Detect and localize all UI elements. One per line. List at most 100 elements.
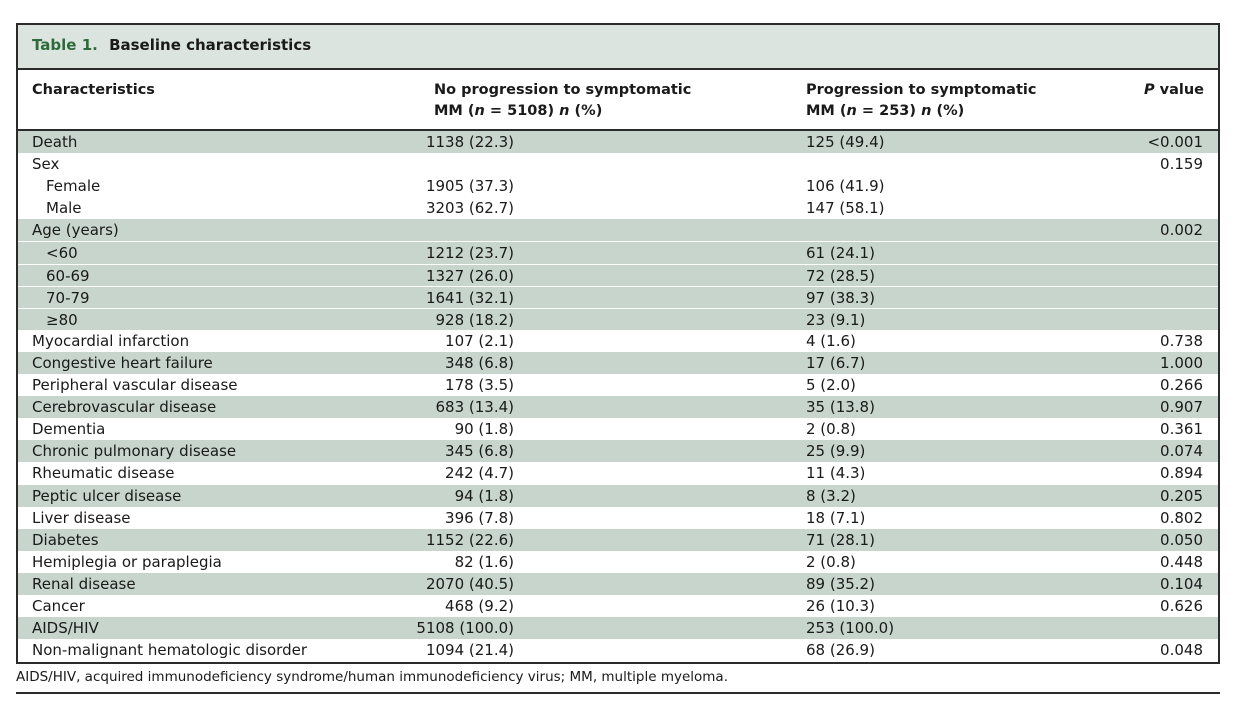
header-progression-line2: MM (n = 253) n (%)	[806, 103, 965, 119]
row-progression-value: 97 (38.3)	[806, 288, 875, 307]
row-p-value: 0.048	[1160, 641, 1203, 660]
header-progression-line1: Progression to symptomatic	[806, 82, 1037, 98]
row-progression-value: 11 (4.3)	[806, 464, 866, 483]
row-label: <60	[46, 244, 78, 263]
header-no-progression: No progression to symptomatic MM (n = 51…	[434, 80, 764, 122]
table-header-row: Characteristics No progression to sympto…	[18, 70, 1218, 131]
row-progression-value: 147 (58.1)	[806, 199, 885, 218]
table-row: 70-79 1641 (32.1) 97 (38.3)	[18, 285, 1218, 308]
row-label: AIDS/HIV	[32, 619, 99, 638]
row-label: Myocardial infarction	[32, 331, 190, 350]
row-p-value: 1.000	[1160, 353, 1203, 372]
table-footnote: AIDS/HIV, acquired immunodeficiency synd…	[16, 669, 728, 685]
header-no-progression-line2: MM (n = 5108) n (%)	[434, 103, 603, 119]
row-no-progression-value: 2070 (40.5)	[425, 574, 514, 593]
row-label: Death	[32, 133, 78, 151]
row-label: Liver disease	[32, 508, 131, 527]
row-progression-value: 35 (13.8)	[806, 398, 875, 417]
row-p-value: 0.738	[1160, 331, 1203, 350]
row-p-value: 0.050	[1160, 530, 1203, 549]
row-progression-value: 17 (6.7)	[806, 353, 866, 372]
row-label: Cancer	[32, 596, 85, 615]
table-row: Death 1138 (22.3) 125 (49.4) <0.001	[18, 131, 1218, 154]
table-row: Dementia 90 (1.8) 2 (0.8) 0.361	[18, 418, 1218, 440]
row-label: Peptic ulcer disease	[32, 486, 182, 505]
row-no-progression-value: 107 (2.1)	[445, 331, 514, 350]
row-progression-value: 25 (9.9)	[806, 442, 866, 461]
row-no-progression-value: 90 (1.8)	[454, 420, 514, 439]
table-row: Female 1905 (37.3) 106 (41.9)	[18, 175, 1218, 197]
table-row: Renal disease 2070 (40.5) 89 (35.2) 0.104	[18, 572, 1218, 595]
row-progression-value: 2 (0.8)	[806, 420, 856, 439]
row-progression-value: 26 (10.3)	[806, 596, 875, 615]
table-row: Congestive heart failure 348 (6.8) 17 (6.7…	[18, 351, 1218, 375]
row-p-value: 0.205	[1160, 486, 1203, 505]
header-characteristics: Characteristics	[32, 82, 155, 98]
row-no-progression-value: 1327 (26.0)	[425, 266, 514, 285]
table-row: Sex 0.159	[18, 153, 1218, 175]
row-label: Hemiplegia or paraplegia	[32, 552, 222, 571]
row-progression-value: 2 (0.8)	[806, 552, 856, 571]
row-p-value: 0.159	[1160, 155, 1203, 174]
table-caption-label: Table 1.	[32, 36, 98, 54]
row-p-value: <0.001	[1147, 133, 1203, 151]
table-row: Age (years) 0.002	[18, 219, 1218, 242]
row-progression-value: 18 (7.1)	[806, 508, 866, 527]
row-no-progression-value: 396 (7.8)	[445, 508, 514, 527]
row-no-progression-value: 348 (6.8)	[445, 353, 514, 372]
row-progression-value: 5 (2.0)	[806, 376, 856, 395]
row-no-progression-value: 1641 (32.1)	[425, 288, 514, 307]
row-p-value: 0.074	[1160, 442, 1203, 461]
table-body: Death 1138 (22.3) 125 (49.4) <0.001 Sex 0.159…	[18, 131, 1218, 661]
row-progression-value: 4 (1.6)	[806, 331, 856, 350]
row-no-progression-value: 178 (3.5)	[445, 376, 514, 395]
row-progression-value: 89 (35.2)	[806, 574, 875, 593]
header-no-progression-line1: No progression to symptomatic	[434, 82, 692, 98]
table-row: Chronic pulmonary disease 345 (6.8) 25 (9.…	[18, 440, 1218, 463]
table-row: Male 3203 (62.7) 147 (58.1)	[18, 197, 1218, 219]
row-progression-value: 125 (49.4)	[806, 133, 885, 151]
row-no-progression-value: 94 (1.8)	[454, 486, 514, 505]
row-p-value: 0.448	[1160, 552, 1203, 571]
table-row: <60 1212 (23.7) 61 (24.1)	[18, 241, 1218, 264]
table-row: AIDS/HIV 5108 (100.0) 253 (100.0)	[18, 617, 1218, 640]
row-no-progression-value: 3203 (62.7)	[425, 199, 514, 218]
row-label: 60-69	[46, 266, 90, 285]
row-progression-value: 8 (3.2)	[806, 486, 856, 505]
row-p-value: 0.802	[1160, 508, 1203, 527]
row-p-value: 0.002	[1160, 221, 1203, 240]
table-row: Diabetes 1152 (22.6) 71 (28.1) 0.050	[18, 528, 1218, 551]
table-row: Myocardial infarction 107 (2.1) 4 (1.6) 0.7…	[18, 330, 1218, 352]
row-p-value: 0.907	[1160, 398, 1203, 417]
table-row: Peripheral vascular disease 178 (3.5) 5 (2…	[18, 374, 1218, 396]
row-p-value: 0.894	[1160, 464, 1203, 483]
row-p-value: 0.626	[1160, 596, 1203, 615]
row-no-progression-value: 1152 (22.6)	[425, 530, 514, 549]
table-row: Liver disease 396 (7.8) 18 (7.1) 0.802	[18, 507, 1218, 529]
row-progression-value: 23 (9.1)	[806, 310, 866, 329]
header-p-value: P value	[1143, 82, 1204, 98]
table-caption-title: Baseline characteristics	[109, 36, 312, 54]
row-no-progression-value: 82 (1.6)	[454, 552, 514, 571]
row-no-progression-value: 683 (13.4)	[435, 398, 514, 417]
row-label: Rheumatic disease	[32, 464, 175, 483]
row-label: Female	[46, 177, 101, 196]
row-p-value: 0.266	[1160, 376, 1203, 395]
row-progression-value: 72 (28.5)	[806, 266, 875, 285]
table-row: Rheumatic disease 242 (4.7) 11 (4.3) 0.894	[18, 462, 1218, 484]
bottom-rule	[16, 692, 1220, 694]
table-caption: Table 1. Baseline characteristics	[18, 25, 1218, 70]
row-label: Diabetes	[32, 530, 99, 549]
table-row: 60-69 1327 (26.0) 72 (28.5)	[18, 263, 1218, 286]
row-progression-value: 253 (100.0)	[806, 619, 895, 638]
row-label: Renal disease	[32, 574, 136, 593]
table-row: Cerebrovascular disease 683 (13.4) 35 (13.…	[18, 396, 1218, 419]
row-label: 70-79	[46, 288, 90, 307]
header-progression: Progression to symptomatic MM (n = 253) …	[806, 80, 1136, 122]
row-label: Non-malignant hematologic disorder	[32, 641, 307, 660]
row-label: Congestive heart failure	[32, 353, 213, 372]
row-progression-value: 71 (28.1)	[806, 530, 875, 549]
row-label: Peripheral vascular disease	[32, 376, 238, 395]
row-label: Cerebrovascular disease	[32, 398, 217, 417]
row-p-value: 0.104	[1160, 574, 1203, 593]
